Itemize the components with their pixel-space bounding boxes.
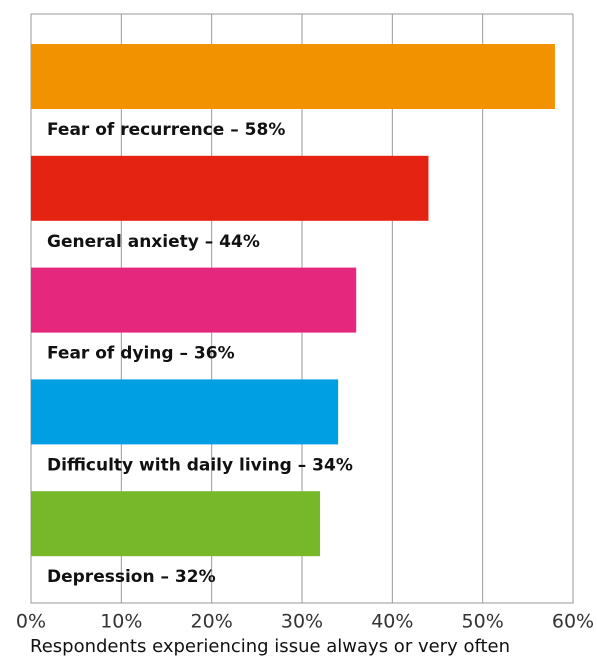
category-label: Depression – 32% [47, 567, 216, 587]
x-tick-label: 60% [552, 611, 594, 633]
category-label: Fear of recurrence – 58% [47, 120, 285, 140]
x-tick-label: 20% [191, 611, 233, 633]
category-label: Fear of dying – 36% [47, 344, 235, 364]
bar [31, 379, 339, 445]
x-tick-label: 10% [100, 611, 142, 633]
bar [31, 44, 555, 109]
x-tick-label: 0% [16, 611, 46, 633]
category-label: Difficulty with daily living – 34% [47, 455, 353, 475]
category-label: General anxiety – 44% [47, 232, 260, 252]
x-tick-label: 30% [281, 611, 323, 633]
bar [31, 267, 357, 333]
bar [31, 155, 429, 221]
x-tick-label: 40% [371, 611, 413, 633]
x-axis-label: Respondents experiencing issue always or… [30, 636, 510, 657]
bar [31, 491, 321, 557]
x-tick-label: 50% [462, 611, 504, 633]
